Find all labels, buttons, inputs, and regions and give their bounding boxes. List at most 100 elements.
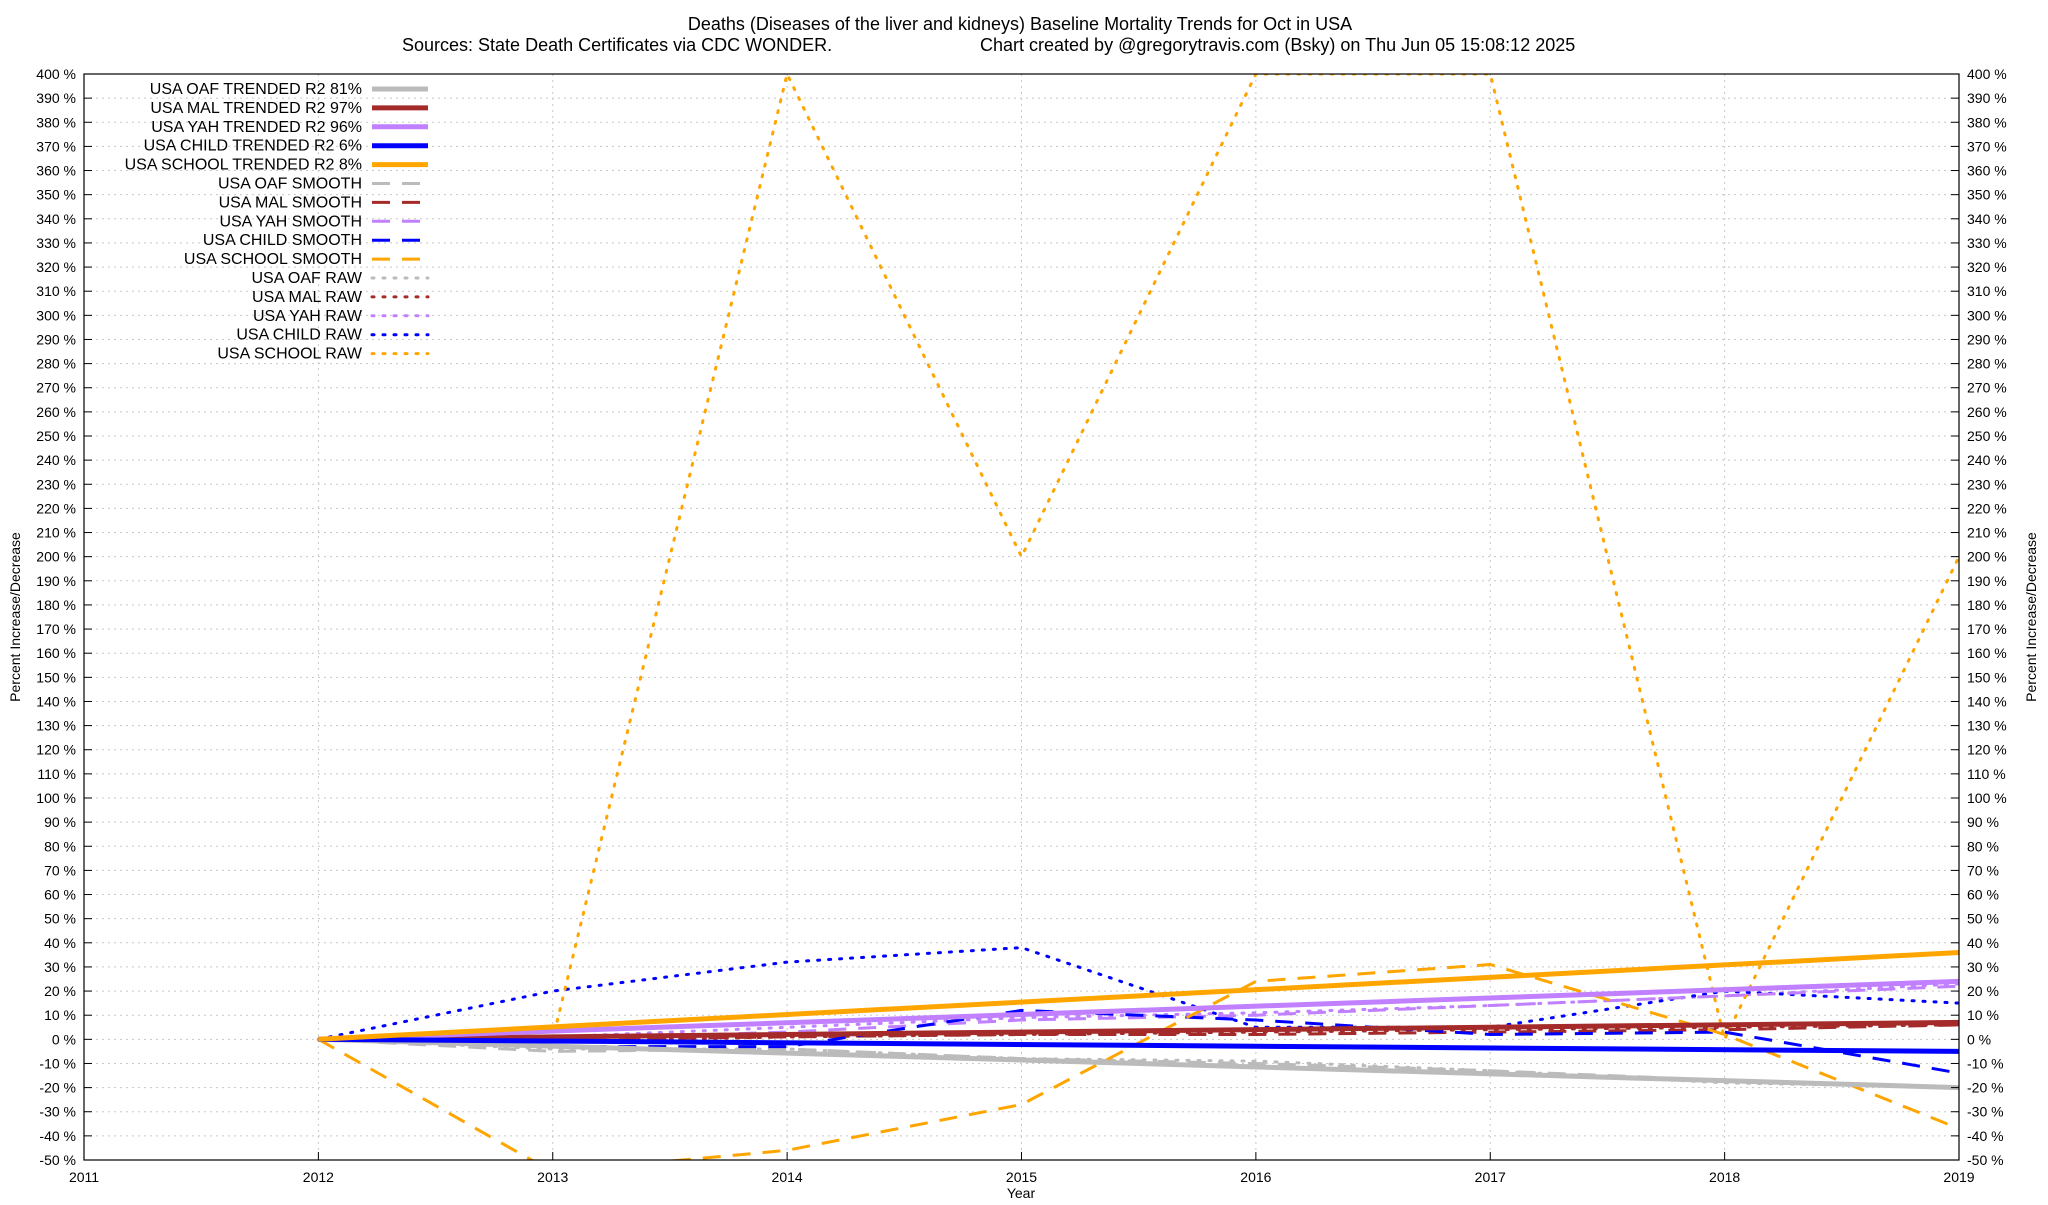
y-tick-label-left: 130 % (36, 718, 76, 734)
x-tick-label: 2012 (303, 1169, 334, 1185)
y-tick-label-right: 50 % (1967, 911, 1999, 927)
chart-subtitle-left: Sources: State Death Certificates via CD… (402, 35, 832, 55)
y-tick-label-right: 320 % (1967, 259, 2007, 275)
legend-label: USA OAF TRENDED R2 81% (150, 81, 362, 98)
y-tick-label-left: 230 % (36, 476, 76, 492)
x-tick-label: 2017 (1475, 1169, 1506, 1185)
y-tick-label-right: 360 % (1967, 163, 2007, 179)
y-tick-label-left: 150 % (36, 669, 76, 685)
y-tick-label-right: 310 % (1967, 283, 2007, 299)
y-tick-label-left: 290 % (36, 331, 76, 347)
y-tick-label-left: 220 % (36, 500, 76, 516)
y-tick-label-left: 350 % (36, 187, 76, 203)
y-tick-label-left: 400 % (36, 66, 76, 82)
y-tick-label-left: -20 % (39, 1080, 76, 1096)
y-tick-label-right: 40 % (1967, 935, 1999, 951)
y-tick-label-left: 240 % (36, 452, 76, 468)
y-tick-label-left: 140 % (36, 693, 76, 709)
y-tick-label-right: 10 % (1967, 1007, 1999, 1023)
y-tick-label-right: 190 % (1967, 573, 2007, 589)
y-tick-label-right: 280 % (1967, 356, 2007, 372)
trend-line-1 (318, 1019, 1959, 1042)
x-tick-label: 2018 (1709, 1169, 1740, 1185)
y-tick-label-right: 260 % (1967, 404, 2007, 420)
y-tick-label-right: 300 % (1967, 307, 2007, 323)
y-tick-label-left: 250 % (36, 428, 76, 444)
legend-label: USA SCHOOL RAW (217, 346, 363, 363)
y-axis-right: -50 % -40 % -30 % -20 % -10 % 0 % 10 % 20 % 30 %… (1951, 66, 2007, 1168)
legend-label: USA OAF SMOOTH (218, 176, 362, 193)
y-tick-label-right: 220 % (1967, 500, 2007, 516)
y-tick-label-right: -50 % (1967, 1152, 2004, 1168)
legend-label: USA CHILD TRENDED R2 6% (144, 138, 362, 155)
x-tick-label: 2016 (1240, 1169, 1271, 1185)
y-tick-label-right: 350 % (1967, 187, 2007, 203)
y-tick-label-left: 390 % (36, 90, 76, 106)
y-tick-label-left: 160 % (36, 645, 76, 661)
legend-label: USA MAL SMOOTH (219, 194, 362, 211)
y-tick-label-left: 70 % (44, 862, 76, 878)
x-tick-label: 2011 (69, 1169, 99, 1185)
y-tick-label-right: 110 % (1967, 766, 2006, 782)
legend: USA OAF TRENDED R2 81% USA MAL TRENDED R2… (125, 81, 430, 363)
y-tick-label-left: 100 % (36, 790, 76, 806)
y-axis-left: -50 % -40 % -30 % -20 % -10 % 0 % 10 % 20 % 30 %… (36, 66, 92, 1168)
y-tick-label-right: 70 % (1967, 862, 1999, 878)
y-tick-label-right: -40 % (1967, 1128, 2004, 1144)
y-tick-label-left: -50 % (39, 1152, 76, 1168)
y-tick-label-left: 330 % (36, 235, 76, 251)
legend-label: USA SCHOOL TRENDED R2 8% (125, 157, 362, 174)
y-tick-label-right: 90 % (1967, 814, 1999, 830)
y-tick-label-left: 310 % (36, 283, 76, 299)
y-tick-label-right: 60 % (1967, 887, 1999, 903)
y-tick-label-left: 270 % (36, 380, 76, 396)
y-tick-label-right: 380 % (1967, 114, 2007, 130)
y-tick-label-right: 240 % (1967, 452, 2007, 468)
y-tick-label-left: 50 % (44, 911, 76, 927)
y-tick-label-right: 340 % (1967, 211, 2007, 227)
y-tick-label-right: 180 % (1967, 597, 2007, 613)
y-tick-label-right: 290 % (1967, 331, 2007, 347)
y-tick-label-left: 210 % (36, 525, 76, 541)
x-tick-label: 2014 (772, 1169, 803, 1185)
y-tick-label-left: 170 % (36, 621, 76, 637)
y-tick-label-right: 0 % (1967, 1031, 1991, 1047)
trend-line-0 (318, 1036, 1959, 1091)
y-tick-label-right: 100 % (1967, 790, 2007, 806)
y-tick-label-right: 250 % (1967, 428, 2007, 444)
y-tick-label-right: 230 % (1967, 476, 2007, 492)
x-tick-label: 2019 (1943, 1169, 1974, 1185)
y-tick-label-right: 200 % (1967, 549, 2007, 565)
legend-label: USA OAF RAW (251, 270, 362, 287)
y-tick-label-left: 60 % (44, 887, 76, 903)
y-tick-label-left: 360 % (36, 163, 76, 179)
x-axis: 2011 2012 2013 2014 2015 2016 2017 2018 2019 (69, 1152, 1975, 1185)
y-tick-label-left: 300 % (36, 307, 76, 323)
legend-label: USA MAL RAW (252, 289, 363, 306)
y-tick-label-right: 80 % (1967, 838, 1999, 854)
chart-title: Deaths (Diseases of the liver and kidney… (688, 14, 1352, 34)
y-tick-label-left: 260 % (36, 404, 76, 420)
grid (83, 73, 1960, 1161)
y-tick-label-left: 370 % (36, 138, 76, 154)
legend-label: USA YAH SMOOTH (219, 213, 362, 230)
y-tick-label-right: 30 % (1967, 959, 1999, 975)
y-tick-label-left: 0 % (52, 1031, 76, 1047)
y-tick-label-left: -40 % (39, 1128, 76, 1144)
y-tick-label-left: 200 % (36, 549, 76, 565)
chart-subtitle-right: Chart created by @gregorytravis.com (Bsk… (980, 35, 1575, 55)
y-tick-label-left: 320 % (36, 259, 76, 275)
y-tick-label-right: 160 % (1967, 645, 2007, 661)
y-tick-label-left: 90 % (44, 814, 76, 830)
y-tick-label-right: 210 % (1967, 525, 2007, 541)
y-tick-label-left: 340 % (36, 211, 76, 227)
y-tick-label-right: 130 % (1967, 718, 2007, 734)
y-tick-label-left: -30 % (39, 1104, 76, 1120)
y-tick-label-right: 330 % (1967, 235, 2007, 251)
y-tick-label-left: 20 % (44, 983, 76, 999)
y-tick-label-left: 10 % (44, 1007, 76, 1023)
y-tick-label-left: 280 % (36, 356, 76, 372)
y-tick-label-left: -10 % (39, 1055, 76, 1071)
